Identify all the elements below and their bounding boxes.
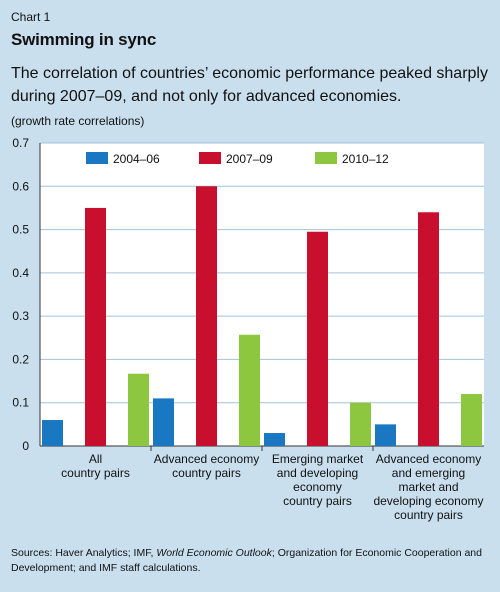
bar: [375, 424, 396, 446]
bar: [307, 231, 328, 446]
y-tick-label: 0.2: [12, 352, 29, 366]
x-category-label: market and: [398, 480, 458, 494]
bar: [461, 394, 482, 446]
bar: [85, 207, 106, 446]
sources-prefix: Sources: Haver Analytics; IMF,: [11, 547, 157, 559]
legend-label: 2007–09: [226, 152, 273, 166]
plot-area: [40, 143, 484, 446]
y-tick-label: 0: [22, 439, 29, 453]
x-category-label: Emerging market: [272, 452, 364, 466]
legend-swatch: [199, 152, 221, 164]
sources-suffix: ; Organization for Economic Cooperation …: [11, 547, 482, 574]
sources-italic: World Economic Outlook: [156, 547, 272, 559]
x-category-label: Advanced economy: [376, 452, 481, 466]
sources-note: Sources: Haver Analytics; IMF, World Eco…: [11, 546, 489, 576]
x-category-label: All: [89, 452, 102, 466]
x-category-label: and developing: [277, 466, 358, 480]
x-category-label: economy: [293, 480, 342, 494]
y-tick-label: 0.4: [12, 266, 29, 280]
bar: [128, 373, 149, 446]
x-category-label: country pairs: [283, 494, 352, 508]
bar: [418, 212, 439, 446]
legend-swatch: [315, 152, 337, 164]
y-tick-label: 0.7: [12, 136, 29, 150]
x-category-label: country pairs: [394, 508, 463, 522]
bar: [264, 433, 285, 446]
y-axis-units-label: (growth rate correlations): [11, 114, 145, 128]
bar: [196, 186, 217, 447]
x-category-label: and emerging: [392, 466, 465, 480]
y-tick-label: 0.3: [12, 309, 29, 323]
y-tick-label: 0.6: [12, 179, 29, 193]
legend-swatch: [86, 152, 108, 164]
y-tick-label: 0.5: [12, 223, 29, 237]
legend-label: 2004–06: [113, 152, 160, 166]
chart-subtitle: The correlation of countries’ economic p…: [11, 65, 488, 105]
bar: [239, 334, 260, 446]
bar: [153, 398, 174, 446]
y-tick-label: 0.1: [12, 396, 29, 410]
chart-title: Swimming in sync: [11, 30, 157, 49]
legend-label: 2010–12: [342, 152, 389, 166]
bar: [42, 420, 63, 446]
chart-number-label: Chart 1: [11, 10, 51, 24]
bar: [350, 402, 371, 446]
x-category-label: developing economy: [373, 494, 483, 508]
x-category-label: country pairs: [172, 466, 241, 480]
x-category-label: Advanced economy: [154, 452, 259, 466]
x-category-label: country pairs: [61, 466, 130, 480]
